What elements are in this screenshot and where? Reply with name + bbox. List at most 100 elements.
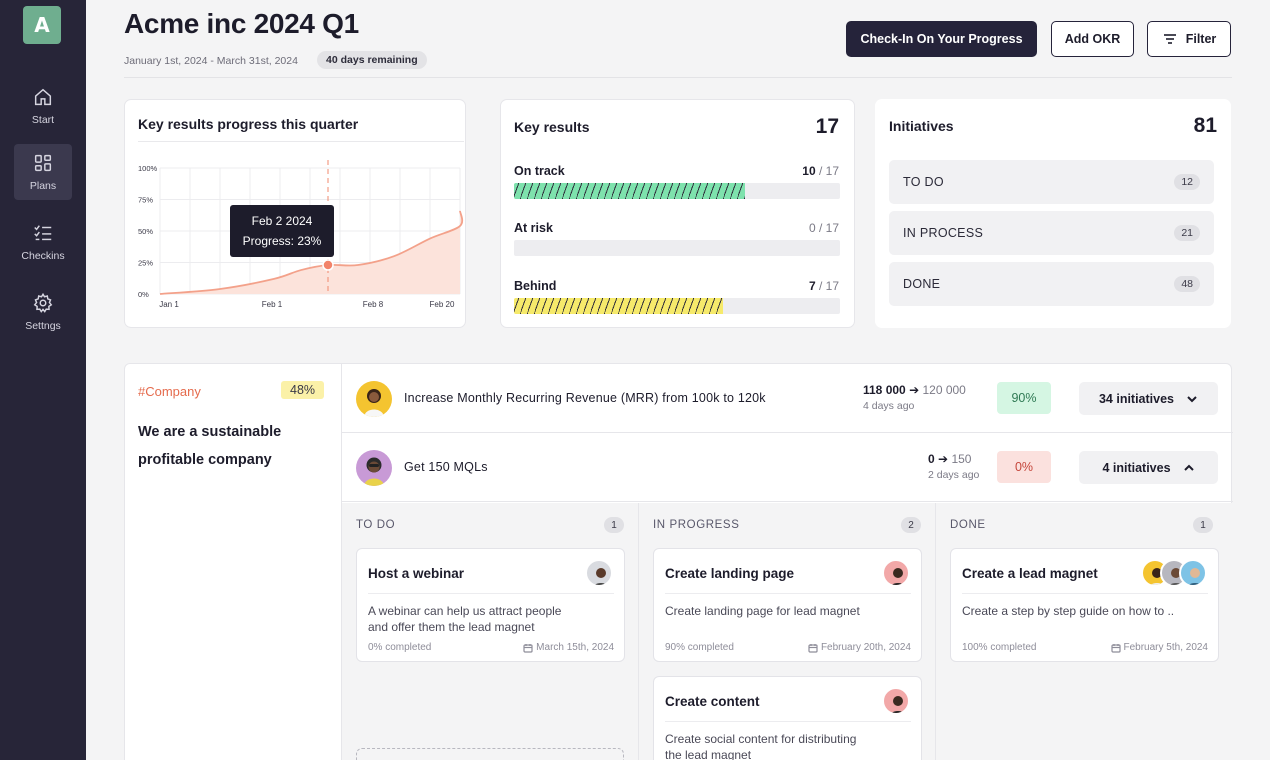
owner-avatar (356, 381, 392, 417)
chart-line (159, 210, 464, 295)
sidebar-item-start[interactable]: Start (14, 78, 72, 134)
chevron-down-icon (1187, 395, 1197, 402)
initiatives-title: Initiatives (889, 118, 954, 134)
chart-highlight-point[interactable] (322, 259, 334, 271)
task-card[interactable]: Create a lead magnet Create a step by st… (950, 548, 1219, 662)
person-photo (364, 457, 384, 486)
assignee-avatar (882, 687, 910, 715)
y-tick-label: 0% (138, 290, 149, 299)
sidebar-item-plans[interactable]: Plans (14, 144, 72, 200)
arrow-right-icon: ➔ (909, 383, 920, 397)
sidebar-item-settings[interactable]: Settngs (14, 284, 72, 340)
task-completion: 0% completed (368, 642, 432, 653)
task-card[interactable]: Create content Create social content for… (653, 676, 922, 760)
sidebar-item-label: Checkins (21, 250, 65, 262)
assignee-avatar (1179, 559, 1207, 587)
task-description: A webinar can help us attract people and … (368, 604, 562, 634)
x-tick-label: Feb 8 (363, 300, 384, 309)
at-risk-bar (514, 240, 840, 256)
task-title: Host a webinar (368, 566, 465, 581)
header-divider (124, 77, 1232, 78)
objective-tag[interactable]: #Company (138, 384, 201, 399)
task-due-date: February 5th, 2024 (1110, 642, 1208, 653)
initiatives-card: Initiatives 81 TO DO 12 IN PROCESS 21 DO… (875, 99, 1231, 328)
key-result-row[interactable]: Increase Monthly Recurring Revenue (MRR)… (342, 364, 1233, 433)
board-column-todo: TO DO 1 Host a webinar A webinar can hel… (342, 503, 638, 760)
check-in-button[interactable]: Check-In On Your Progress (846, 21, 1037, 57)
objective-summary: #Company 48% We are a sustainable profit… (125, 364, 342, 760)
progress-chart-card: Key results progress this quarter 0% 25% 5… (124, 99, 466, 328)
chart-area (160, 210, 463, 294)
workspace-logo[interactable]: A (23, 6, 61, 44)
task-title: Create a lead magnet (962, 566, 1098, 581)
objective-panel: #Company 48% We are a sustainable profit… (124, 363, 1233, 760)
owner-avatar (356, 450, 392, 486)
y-tick-label: 100% (138, 164, 158, 173)
on-track-bar (514, 183, 840, 199)
key-results-total: 17 (815, 115, 839, 138)
initiatives-toggle-button[interactable]: 34 initiatives (1079, 382, 1218, 415)
behind-bar (514, 298, 840, 314)
progress-chart[interactable]: 0% 25% 50% 75% 100% Jan 1 Feb 1 Feb 8 Feb 20 Fe… (125, 100, 467, 329)
x-tick-label: Feb 20 (430, 300, 455, 309)
gear-icon (33, 292, 53, 313)
objective-description: We are a sustainable profitable company (138, 424, 282, 468)
x-tick-label: Jan 1 (159, 300, 179, 309)
assignee-avatar (882, 559, 910, 587)
on-track-count: 10 / 17 (802, 164, 839, 178)
behind-bar-fill (514, 298, 723, 314)
initiatives-row-label: TO DO (903, 175, 944, 189)
add-task-placeholder[interactable] (356, 748, 624, 760)
key-result-row[interactable]: Get 150 MQLs 0 ➔ 150 2 days ago 0% 4 ini… (342, 433, 1233, 502)
initiatives-todo-row[interactable]: TO DO 12 (889, 160, 1214, 204)
person-photo (1169, 568, 1183, 585)
sidebar-item-checkins[interactable]: Checkins (14, 214, 72, 270)
tooltip-value: Progress: 23% (243, 234, 322, 248)
key-result-values: 118 000 ➔ 120 000 4 days ago (863, 383, 966, 412)
task-card[interactable]: Create landing page Create landing page … (653, 548, 922, 662)
initiatives-in-process-row[interactable]: IN PROCESS 21 (889, 211, 1214, 255)
person-photo (891, 568, 905, 585)
key-result-values: 0 ➔ 150 2 days ago (928, 452, 980, 481)
initiatives-row-count: 12 (1174, 174, 1200, 190)
chart-tooltip: Feb 2 2024 Progress: 23% (230, 205, 334, 257)
person-photo (891, 696, 905, 713)
arrow-right-icon: ➔ (938, 452, 949, 466)
initiatives-row-count: 48 (1174, 276, 1200, 292)
key-result-progress: 0% (997, 451, 1051, 483)
at-risk-count: 0 / 17 (808, 221, 839, 235)
initiatives-done-row[interactable]: DONE 48 (889, 262, 1214, 306)
page-title: Acme inc 2024 Q1 (124, 8, 359, 39)
initiatives-total: 81 (1193, 114, 1217, 137)
sidebar: A Start Plans Checkins Settngs (0, 0, 86, 760)
task-completion: 90% completed (665, 642, 734, 653)
task-divider (368, 593, 614, 594)
task-title: Create content (665, 694, 760, 709)
home-icon (34, 88, 52, 106)
column-title: DONE (950, 519, 986, 531)
sidebar-item-label: Start (31, 114, 55, 126)
person-photo (1188, 568, 1202, 585)
task-divider (665, 721, 911, 722)
chart-title: Key results progress this quarter (138, 116, 359, 132)
task-title: Create landing page (665, 566, 795, 581)
key-result-title: Get 150 MQLs (404, 460, 488, 474)
filter-button[interactable]: Filter (1147, 21, 1231, 57)
key-results-card: Key results 17 On track 10 / 17 At risk … (500, 99, 855, 328)
task-completion: 100% completed (962, 642, 1037, 653)
days-remaining-badge: 40 days remaining (317, 51, 427, 69)
add-okr-button[interactable]: Add OKR (1051, 21, 1134, 57)
sidebar-item-label: Plans (29, 180, 57, 192)
initiatives-toggle-button[interactable]: 4 initiatives (1079, 451, 1218, 484)
tooltip-date: Feb 2 2024 (252, 214, 313, 228)
behind-count: 7 / 17 (808, 279, 839, 293)
task-divider (665, 593, 911, 594)
key-result-title: Increase Monthly Recurring Revenue (MRR)… (404, 391, 766, 405)
task-card[interactable]: Host a webinar A webinar can help us att… (356, 548, 625, 662)
task-description: Create a step by step guide on how to .. (962, 604, 1175, 618)
task-due-date: February 20th, 2024 (808, 642, 911, 653)
column-count: 1 (1193, 517, 1213, 533)
key-result-progress: 90% (997, 382, 1051, 414)
person-photo (594, 568, 608, 585)
calendar-icon (523, 643, 533, 653)
